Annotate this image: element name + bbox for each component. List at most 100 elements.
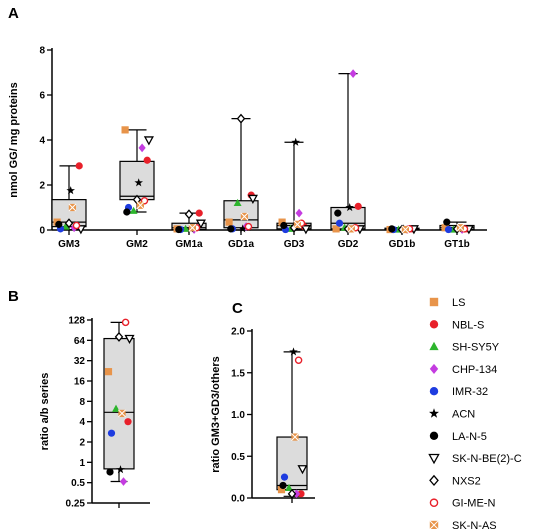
legend-marker — [429, 387, 439, 396]
data-point — [175, 225, 183, 234]
data-point — [285, 483, 293, 492]
data-point — [444, 225, 453, 234]
data-point — [354, 202, 362, 210]
data-point — [247, 194, 258, 204]
data-point — [123, 208, 131, 216]
y-tick-label: 8 — [39, 46, 45, 57]
data-point — [112, 404, 120, 412]
data-point — [143, 156, 151, 164]
x-tick-label: GT1b — [444, 239, 470, 250]
data-point — [107, 429, 116, 437]
box — [103, 337, 135, 470]
data-point — [72, 221, 81, 230]
data-point — [280, 473, 289, 481]
data-point — [227, 225, 235, 233]
data-point — [291, 433, 299, 441]
data-point — [277, 486, 286, 494]
legend-label: IMR-32 — [452, 386, 488, 398]
y-tick-label: 2 — [79, 438, 85, 449]
legend-label: NXS2 — [452, 475, 481, 487]
data-point — [345, 203, 354, 212]
y-tick-label: 8 — [79, 397, 85, 408]
data-point — [291, 137, 300, 146]
data-point — [233, 198, 242, 207]
y-tick-label: 16 — [74, 377, 86, 388]
y-tick-label: 2.0 — [231, 327, 245, 338]
data-point — [68, 203, 77, 212]
legend-item: IMR-32 — [429, 386, 488, 398]
y-tick-label: 2 — [39, 181, 45, 192]
data-point — [292, 489, 301, 499]
data-point — [388, 225, 396, 233]
legend-item: SK-N-BE(2)-C — [428, 453, 522, 465]
panel-letter: C — [232, 300, 243, 317]
data-point — [116, 465, 125, 474]
data-point — [195, 209, 203, 217]
box-plot — [276, 141, 312, 231]
legend-item: CHP-134 — [429, 363, 497, 376]
legend-marker — [429, 341, 439, 351]
legend-item: GI-ME-N — [429, 498, 495, 510]
data-point — [225, 218, 233, 226]
data-point — [138, 143, 146, 153]
data-point — [332, 225, 340, 233]
x-tick-label: GD1b — [389, 239, 416, 250]
data-point — [129, 206, 138, 214]
data-point — [184, 209, 194, 220]
box-plot — [119, 129, 155, 213]
x-tick-label: GD2 — [338, 239, 359, 250]
y-axis-title: ratio a/b series — [39, 373, 51, 451]
y-axis-title: nmol GG/ mg proteins — [8, 82, 20, 198]
y-tick-label: 1.0 — [231, 410, 245, 421]
data-point — [114, 331, 124, 342]
x-tick-label: GM1a — [175, 239, 203, 250]
data-point — [401, 225, 410, 234]
legend-marker — [429, 520, 439, 529]
panel-b: B 0.25 0.5 1 2 4 8 16 32 64 128 ratio a/b series — [8, 288, 150, 510]
data-point — [295, 208, 303, 218]
data-point — [143, 136, 154, 146]
data-point — [124, 418, 132, 426]
panel-letter: A — [8, 5, 19, 22]
panel-letter: B — [8, 288, 19, 305]
legend-marker — [429, 474, 439, 487]
data-point — [349, 69, 357, 78]
data-point — [66, 186, 75, 195]
y-tick-label: 32 — [74, 356, 86, 367]
data-point — [134, 178, 143, 187]
data-point — [297, 490, 305, 498]
data-point — [136, 201, 145, 210]
box — [276, 436, 308, 491]
data-point — [64, 218, 74, 229]
data-point — [443, 218, 451, 226]
data-point — [278, 218, 286, 226]
box-plot — [276, 351, 308, 497]
legend-item: SK-N-AS — [429, 520, 497, 529]
box — [119, 160, 155, 201]
data-point — [287, 488, 297, 499]
data-point — [294, 356, 303, 364]
data-point — [121, 126, 129, 134]
legend-marker — [428, 453, 440, 465]
legend-label: CHP-134 — [452, 364, 497, 376]
data-point — [347, 224, 356, 233]
data-point — [293, 220, 302, 229]
legend-label: LS — [452, 297, 465, 309]
y-tick-label: 0.0 — [231, 494, 245, 505]
legend-item: NBL-S — [429, 319, 484, 331]
y-tick-label: 0.5 — [71, 478, 85, 489]
data-point — [279, 481, 287, 490]
legend-item: NXS2 — [429, 474, 481, 487]
data-point — [124, 334, 135, 345]
legend-label: SK-N-AS — [452, 520, 497, 529]
y-axis-title: ratio GM3+GD3/others — [210, 356, 222, 472]
data-point — [289, 347, 298, 356]
legend-label: NBL-S — [452, 319, 484, 331]
data-point — [244, 222, 253, 231]
y-tick-label: 1 — [79, 458, 85, 469]
legend-marker — [429, 297, 439, 307]
data-point — [106, 468, 114, 476]
data-point — [236, 113, 246, 124]
legend: LS NBL-S SH-SY5Y CHP-134 IMR-32 ACN LA-N-5 SK-N… — [428, 297, 522, 529]
x-tick-label: GD1a — [228, 239, 255, 250]
